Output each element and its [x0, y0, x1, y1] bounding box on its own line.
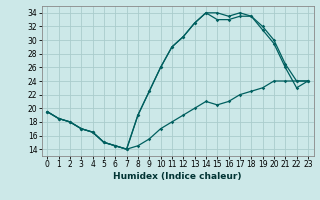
X-axis label: Humidex (Indice chaleur): Humidex (Indice chaleur) — [113, 172, 242, 181]
